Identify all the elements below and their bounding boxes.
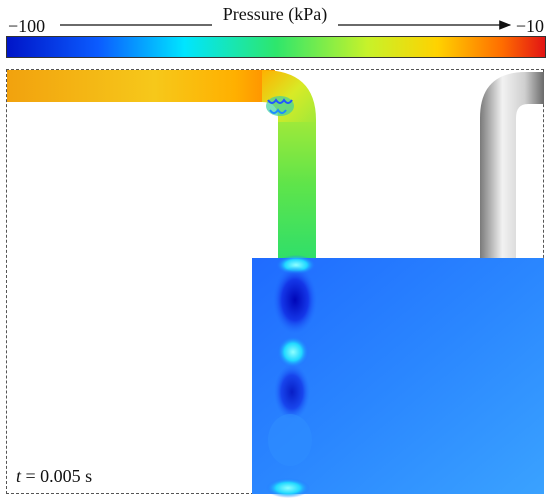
- time-variable: t: [16, 466, 22, 486]
- time-label: t = 0.005 s: [16, 466, 92, 487]
- high-pressure-pocket: [277, 336, 309, 368]
- colorbar-title: Pressure (kPa): [222, 4, 328, 24]
- trailing-wake: [268, 414, 312, 466]
- colorbar-min-label: −100: [8, 16, 46, 36]
- bottom-plume: [266, 478, 310, 498]
- bend-vortex: [266, 96, 294, 116]
- colorbar-range-arrow: [60, 20, 512, 30]
- low-pressure-core-1: [273, 266, 317, 334]
- pipe-bend: [262, 70, 316, 124]
- colorbar-max-label: −10: [515, 16, 544, 36]
- vertical-pipe: [278, 122, 316, 260]
- pressure-colorbar: [6, 36, 546, 58]
- time-value: = 0.005 s: [25, 466, 93, 486]
- horizontal-pipe: [7, 70, 275, 102]
- low-pressure-core-2: [274, 364, 310, 420]
- grey-return-pipe: [480, 72, 544, 258]
